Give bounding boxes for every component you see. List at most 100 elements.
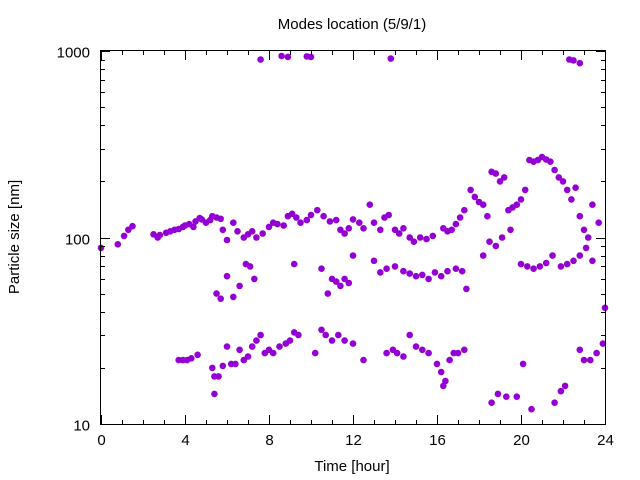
data-point [219, 362, 227, 370]
data-point [328, 337, 336, 344]
data-point [114, 241, 122, 248]
data-point [393, 349, 401, 357]
data-point [360, 225, 367, 232]
data-point [332, 216, 340, 224]
data-point [467, 186, 474, 194]
data-point [412, 343, 420, 350]
x-axis: 0 4 8 12 16 20 24 [97, 51, 614, 449]
data-point [563, 260, 571, 268]
data-point [410, 238, 418, 245]
data-point [551, 399, 558, 407]
data-point [587, 356, 594, 364]
x-tick-label: 12 [345, 432, 362, 449]
data-point [494, 390, 502, 398]
data-point [209, 364, 216, 372]
data-point [257, 331, 264, 339]
data-point [345, 279, 353, 287]
data-point [318, 326, 325, 334]
data-point [366, 201, 374, 208]
data-point [383, 349, 390, 357]
data-point [517, 196, 525, 203]
data-point [503, 393, 510, 401]
data-point [513, 201, 521, 208]
data-point [188, 355, 195, 362]
x-tick-label: 4 [181, 432, 189, 449]
data-point [156, 231, 164, 239]
data-point [570, 257, 577, 265]
data-point [284, 53, 292, 61]
data-point [395, 230, 403, 237]
data-point [551, 166, 558, 174]
x-axis-label: Time [hour] [314, 458, 389, 475]
data-point [580, 226, 588, 234]
x-tick-label: 24 [597, 432, 614, 449]
data-point [580, 356, 588, 364]
data-point [454, 349, 462, 357]
data-point [456, 214, 464, 221]
data-point [129, 222, 136, 230]
data-point [444, 267, 451, 275]
data-point [507, 226, 514, 234]
data-point [431, 269, 439, 276]
data-point [570, 57, 577, 64]
data-point [345, 225, 353, 232]
data-point [253, 234, 260, 241]
data-point [341, 275, 348, 283]
data-point [341, 230, 348, 237]
x-tick-label: 8 [265, 432, 273, 449]
data-point [387, 55, 395, 62]
data-point [555, 174, 563, 181]
data-point [377, 269, 384, 276]
data-point [370, 219, 378, 226]
data-point [486, 238, 493, 245]
y-axis: 10 100 1000 [57, 45, 605, 435]
data-point [278, 52, 285, 60]
data-point [530, 265, 537, 273]
data-point [223, 272, 231, 280]
data-point [332, 278, 340, 285]
data-point [429, 232, 437, 240]
data-point [253, 337, 260, 344]
data-point [492, 242, 500, 250]
data-point [425, 349, 432, 357]
data-point [568, 196, 575, 203]
data-point [572, 184, 579, 191]
data-point [513, 393, 521, 401]
data-point [452, 220, 460, 228]
data-point [599, 340, 607, 347]
data-point [383, 265, 390, 273]
data-point [400, 225, 407, 232]
data-point [589, 201, 596, 208]
data-point [356, 219, 363, 226]
data-point [446, 356, 453, 364]
data-point [595, 219, 602, 226]
data-point [190, 223, 197, 231]
data-point [246, 263, 254, 270]
data-point [458, 267, 466, 275]
data-point [563, 186, 571, 194]
data-point [217, 215, 224, 223]
data-point [230, 219, 237, 226]
data-point [236, 346, 243, 354]
data-point [437, 272, 445, 280]
data-point [582, 244, 590, 252]
data-point [120, 232, 128, 240]
data-point [484, 212, 491, 220]
data-point [406, 270, 414, 277]
data-point [377, 226, 384, 234]
data-point [234, 228, 241, 235]
plot-frame [100, 50, 606, 425]
chart-title: Modes location (5/9/1) [278, 16, 426, 33]
data-point [536, 263, 544, 270]
data-point [492, 170, 500, 177]
data-point [349, 216, 357, 223]
data-point [318, 265, 325, 273]
data-point [274, 220, 281, 228]
data-points [97, 52, 609, 413]
data-point [217, 295, 224, 303]
data-point [517, 260, 525, 268]
data-point [370, 257, 378, 265]
data-point [230, 293, 237, 301]
data-point [244, 353, 252, 360]
